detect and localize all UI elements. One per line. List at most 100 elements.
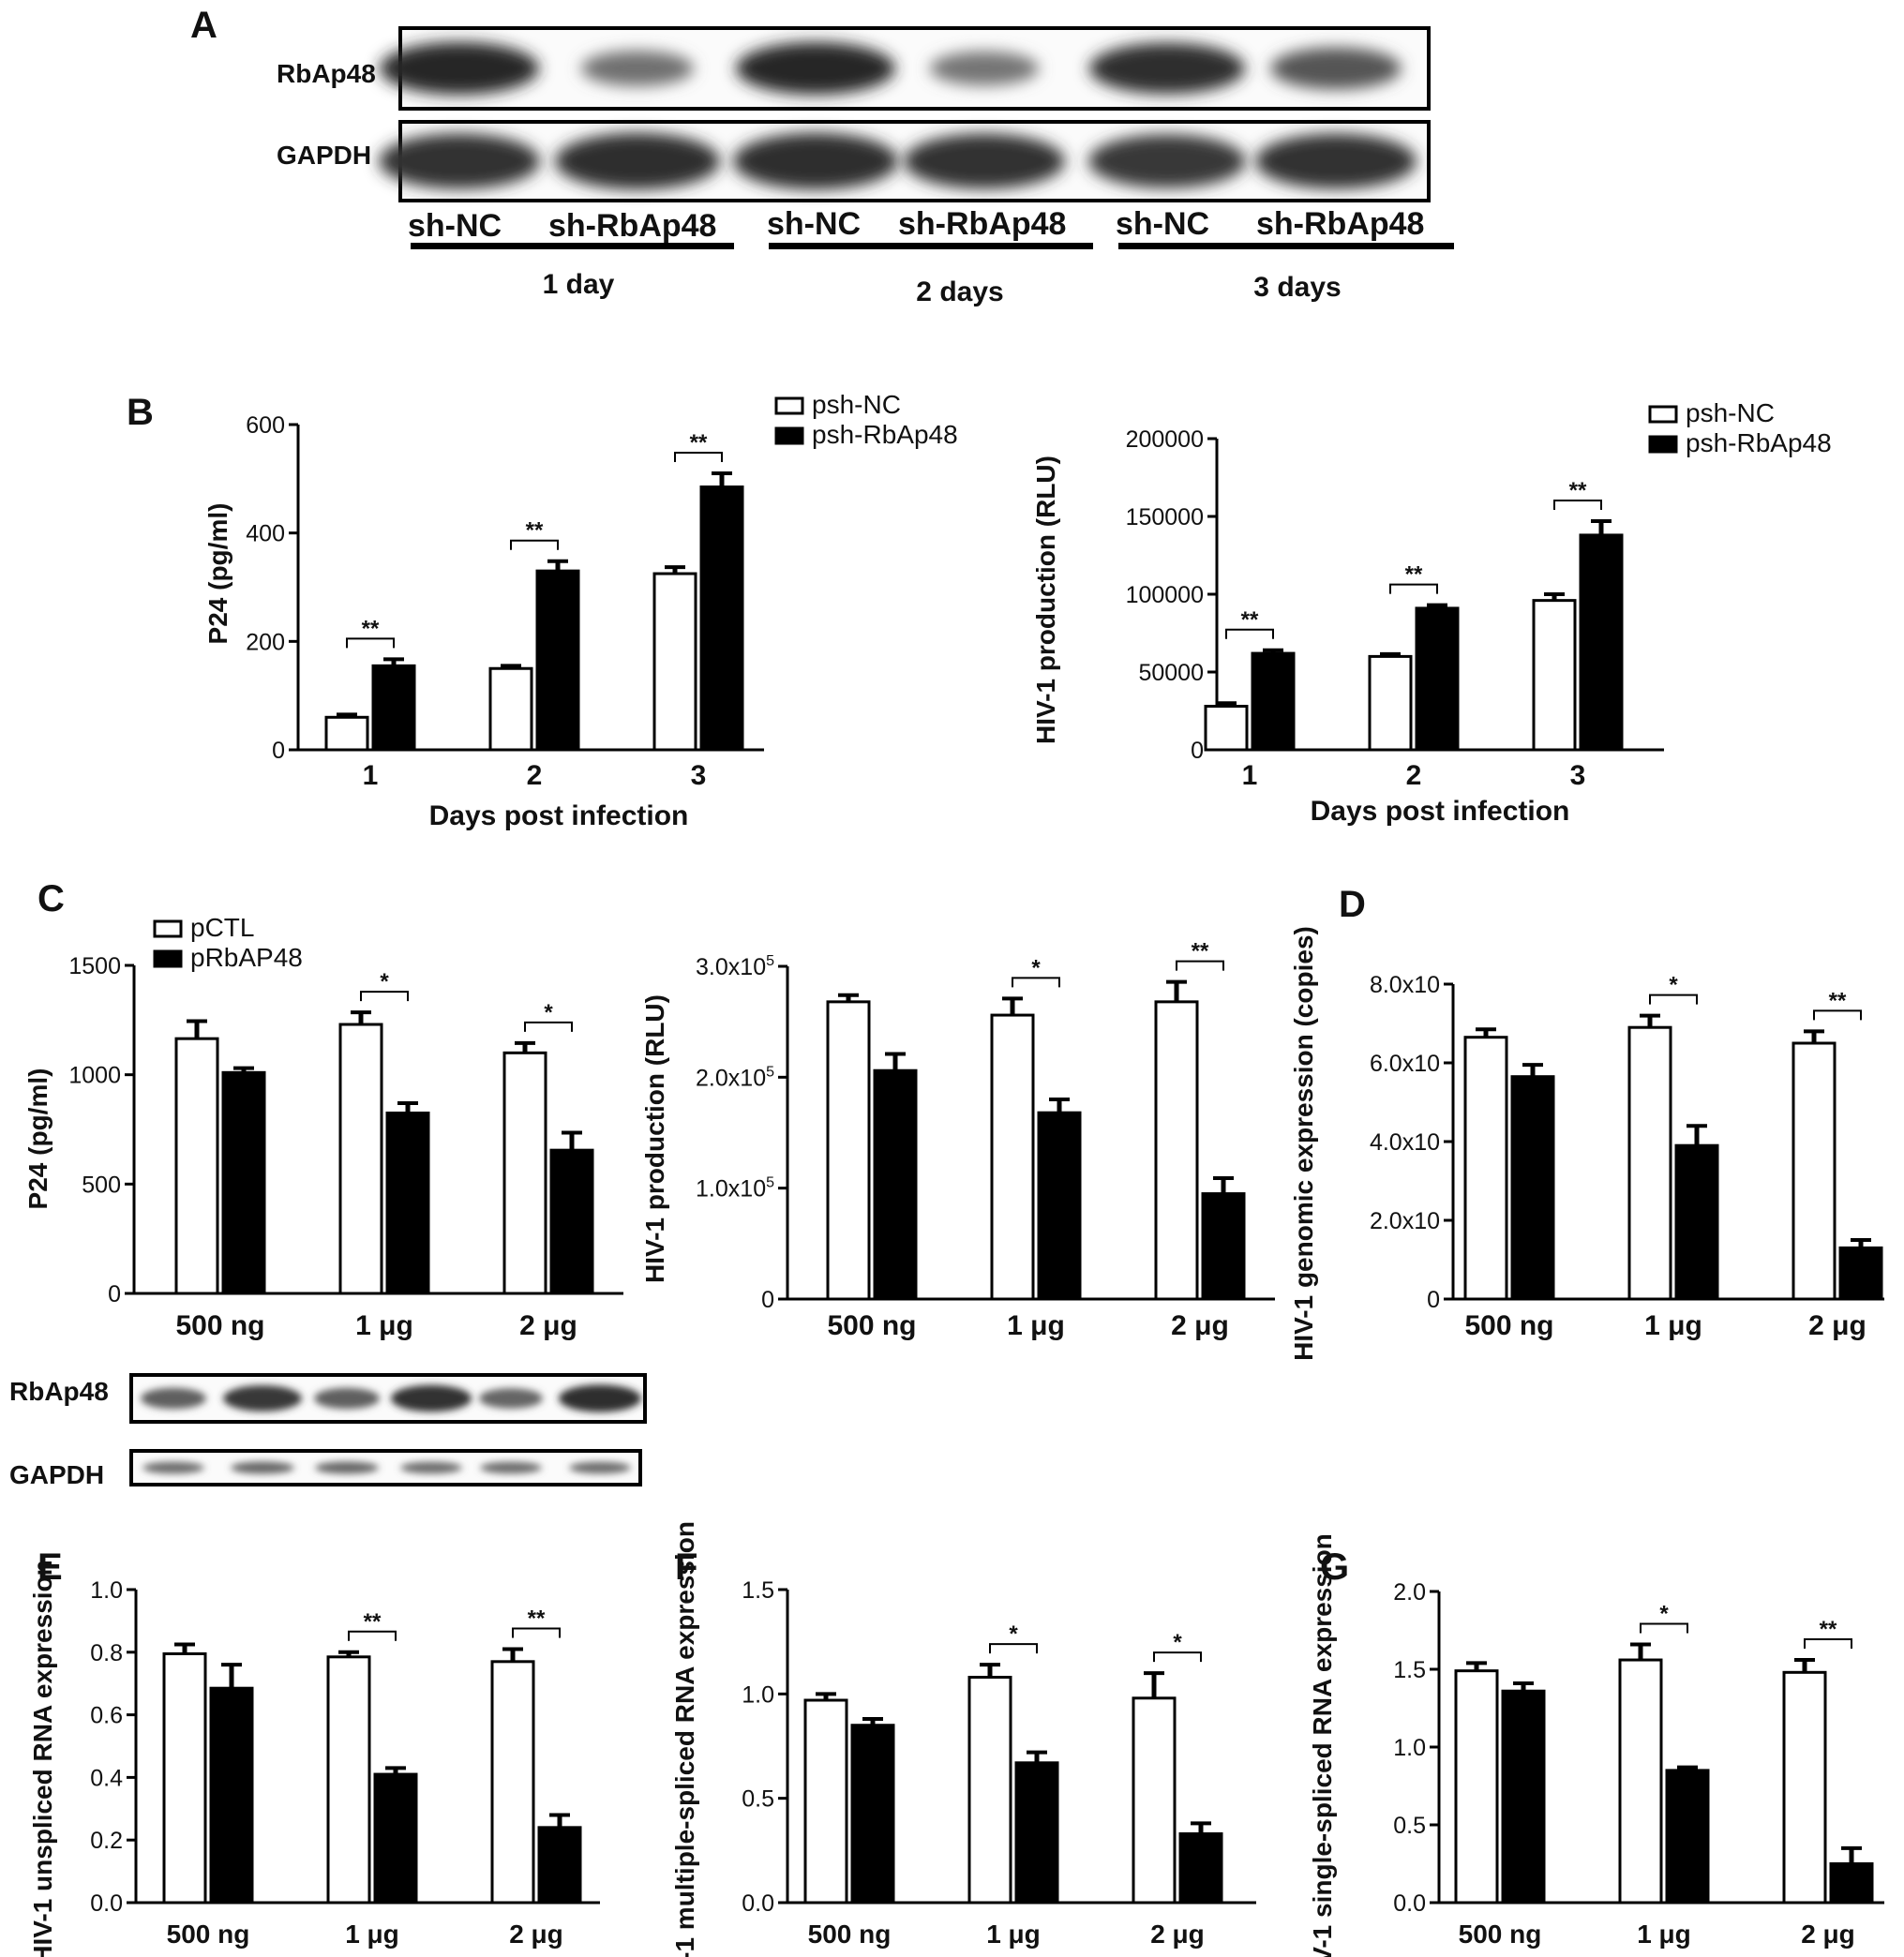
bar-pctl-1 xyxy=(162,1651,207,1905)
blotA-bands-rbap48-band-6 xyxy=(1270,47,1402,90)
bar-prbap48-1 xyxy=(1510,1075,1555,1301)
blot-a-lane-3: sh-NC xyxy=(767,206,861,242)
bar-pctl-3 xyxy=(502,1051,547,1295)
y-tick-label: 50000 xyxy=(1138,660,1204,686)
y-tick-label: 0 xyxy=(761,1287,774,1313)
significance-label: * xyxy=(1031,955,1041,980)
category-label: 1 μg xyxy=(986,1920,1041,1949)
significance-bracket xyxy=(512,1627,561,1638)
bar-pctl-2 xyxy=(1627,1025,1672,1301)
y-tick-label: 1.5 xyxy=(1393,1657,1426,1683)
blotA-bands-rbap48-band-3 xyxy=(736,42,895,95)
category-label: 2 μg xyxy=(509,1920,563,1949)
legend-label: psh-RbAp48 xyxy=(1686,428,1832,457)
bar-pctl-1 xyxy=(803,1698,848,1905)
legend-swatch xyxy=(774,426,804,445)
y-tick-label: 1000 xyxy=(68,1063,121,1089)
y-tick-label: 0 xyxy=(108,1281,121,1307)
blot-a-group-bar-1 xyxy=(411,243,734,249)
category-label: 1 μg xyxy=(1637,1920,1691,1949)
category-label: 1 μg xyxy=(1007,1310,1065,1341)
chart-g: 0.0 0.5 1.0 1.5 2.0 HIV-1 single-spliced RNA … xyxy=(1308,1533,1884,1957)
y-tick-label: 400 xyxy=(246,521,285,547)
y-tick-label: 0 xyxy=(272,738,285,764)
significance-label: ** xyxy=(362,616,380,641)
panel-letter-c: C xyxy=(37,878,65,919)
bar-prbap48-3 xyxy=(549,1148,594,1295)
chart-c2: 0 1.0x105 2.0x105 3.0x105 HIV-1 production (… xyxy=(640,939,1275,1341)
y-tick-label: 0.5 xyxy=(742,1786,774,1813)
legend-label: pRbAP48 xyxy=(190,943,303,972)
blot-a-group-bar-2 xyxy=(769,243,1093,249)
blotA-bands-gapdh-band-4 xyxy=(904,133,1065,189)
category-label: 2 xyxy=(1406,760,1422,791)
bar-prbap48-1 xyxy=(221,1070,266,1295)
blotC-bands-gapdh-band-5 xyxy=(480,1461,542,1474)
legend-swatch xyxy=(153,919,183,938)
bar-pctl-2 xyxy=(338,1023,383,1295)
blot-a-group-bar-3 xyxy=(1118,243,1454,249)
chart-f: 0.0 0.5 1.0 1.5 HIV-1 multiple-spliced RNA e… xyxy=(670,1521,1256,1957)
category-label: 2 xyxy=(527,760,543,791)
blotA-bands-rbap48-band-1 xyxy=(380,42,539,95)
y-axis-label: HIV-1 genomic expression (copies) xyxy=(1289,926,1318,1361)
y-tick-label: 200 xyxy=(246,629,285,655)
blot-a-lane-6: sh-RbAp48 xyxy=(1256,206,1424,242)
significance-label: ** xyxy=(690,430,708,456)
y-tick-label: 2.0 xyxy=(1393,1579,1426,1606)
bar-psh-nc-3 xyxy=(652,572,697,752)
y-tick-label: 2.0x105 xyxy=(696,1064,774,1091)
bar-pctl-3 xyxy=(1782,1670,1827,1905)
category-label: 500 ng xyxy=(808,1920,892,1949)
bar-pctl-1 xyxy=(174,1037,219,1295)
y-tick-label: 0.4 xyxy=(90,1765,123,1791)
y-tick-label: 0 xyxy=(1191,738,1204,764)
blot-a-lane-5: sh-NC xyxy=(1116,206,1209,242)
category-label: 500 ng xyxy=(827,1310,916,1341)
x-axis-label: Days post infection xyxy=(429,800,689,831)
category-label: 3 xyxy=(691,760,707,791)
significance-label: ** xyxy=(1192,939,1209,964)
blotA-bands-rbap48-band-5 xyxy=(1088,42,1246,95)
y-axis-label: HIV-1 single-spliced RNA expression xyxy=(1308,1533,1337,1957)
bar-pctl-3 xyxy=(1792,1041,1837,1301)
category-label: 1 μg xyxy=(355,1310,413,1341)
legend-label: psh-NC xyxy=(1686,398,1775,427)
significance-label: ** xyxy=(1405,562,1423,588)
bar-prbap48-1 xyxy=(873,1068,918,1301)
significance-label: * xyxy=(1009,1621,1018,1647)
blot-a-row-label-rbap48: RbAp48 xyxy=(277,59,376,88)
legend-label: pCTL xyxy=(190,913,254,942)
y-tick-label: 1.0x105 xyxy=(696,1175,774,1203)
significance-bracket xyxy=(1012,977,1060,988)
significance-bracket xyxy=(1649,993,1698,1005)
blotC-bands-rbap48-band-5 xyxy=(479,1388,543,1409)
category-label: 500 ng xyxy=(1459,1920,1542,1949)
chart-e: 0.0 0.2 0.4 0.6 0.8 1.0 HIV-1 unspliced RNA ex… xyxy=(28,1560,600,1957)
category-label: 1 xyxy=(363,760,379,791)
significance-bracket xyxy=(674,452,723,463)
bar-psh-rbap48-1 xyxy=(1251,651,1296,752)
blotA-bands-rbap48-band-4 xyxy=(929,51,1040,86)
bar-prbap48-2 xyxy=(1665,1769,1710,1905)
blotC-bands-rbap48-band-3 xyxy=(314,1387,380,1410)
significance-label: ** xyxy=(1820,1617,1837,1642)
chart-b1: 0 200 400 600 P24 (pg/ml) Days post infection… xyxy=(203,390,958,831)
y-tick-label: 0.5 xyxy=(1393,1813,1426,1839)
bar-pctl-2 xyxy=(967,1676,1012,1905)
significance-label: * xyxy=(1173,1630,1182,1655)
y-tick-label: 600 xyxy=(246,412,285,439)
y-tick-label: 1.0 xyxy=(742,1681,774,1708)
panel-letter-d: D xyxy=(1339,884,1366,925)
legend-label: psh-NC xyxy=(812,390,901,419)
y-tick-label: 0.8 xyxy=(90,1640,123,1666)
y-tick-label: 0.0 xyxy=(1393,1890,1426,1917)
bar-pctl-1 xyxy=(826,1000,871,1301)
blotA-bands-rbap48-band-2 xyxy=(580,51,695,86)
significance-bracket xyxy=(1640,1622,1688,1634)
y-tick-label: 150000 xyxy=(1126,504,1204,530)
blot-a: RbAp48 GAPDH sh-NC sh-RbAp48 sh-NC sh-Rb… xyxy=(277,26,1454,307)
significance-bracket xyxy=(1225,628,1274,639)
